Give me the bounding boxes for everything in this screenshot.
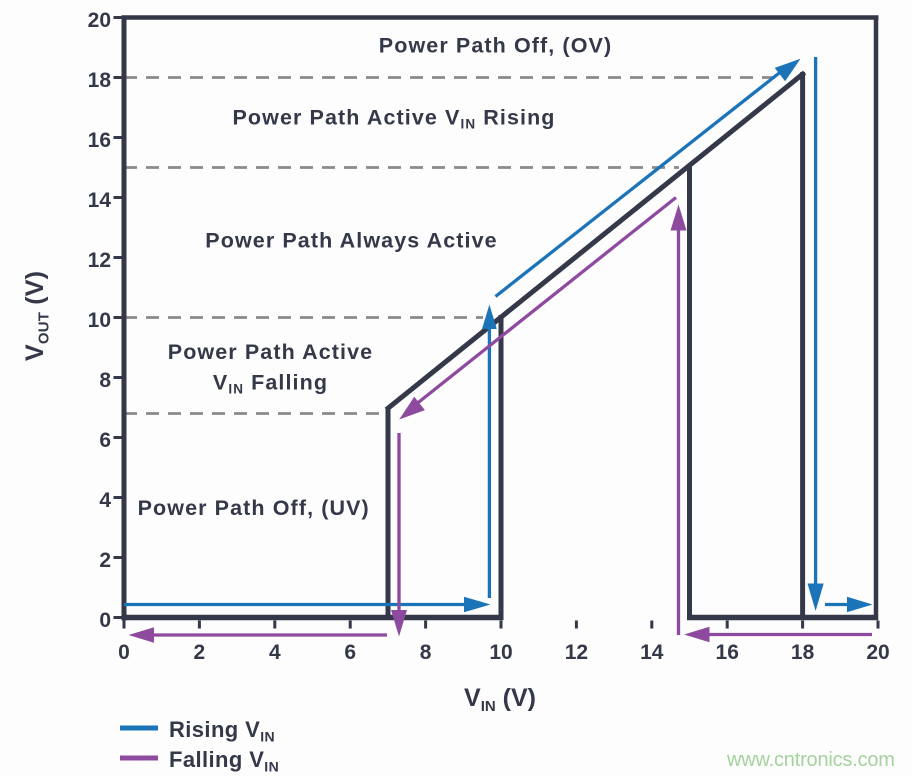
svg-text:18: 18 bbox=[88, 69, 112, 92]
svg-text:14: 14 bbox=[88, 189, 112, 212]
svg-text:2: 2 bbox=[99, 549, 111, 572]
svg-text:20: 20 bbox=[866, 641, 889, 664]
svg-text:www.cntronics.com: www.cntronics.com bbox=[726, 749, 895, 771]
svg-text:12: 12 bbox=[565, 641, 588, 664]
svg-text:Power Path Off, (OV): Power Path Off, (OV) bbox=[379, 34, 612, 58]
svg-text:12: 12 bbox=[88, 249, 111, 272]
svg-text:18: 18 bbox=[791, 641, 815, 664]
svg-text:6: 6 bbox=[344, 641, 356, 664]
svg-text:20: 20 bbox=[88, 9, 111, 32]
svg-text:Falling VIN: Falling VIN bbox=[169, 747, 279, 775]
svg-text:0: 0 bbox=[118, 641, 130, 664]
svg-text:16: 16 bbox=[716, 641, 739, 664]
svg-text:Power Path Always Active: Power Path Always Active bbox=[205, 229, 497, 253]
svg-text:VIN (V): VIN (V) bbox=[464, 684, 536, 715]
svg-text:14: 14 bbox=[640, 641, 664, 664]
svg-text:8: 8 bbox=[99, 369, 111, 392]
svg-text:2: 2 bbox=[194, 641, 206, 664]
svg-text:Power Path Active VIN Rising: Power Path Active VIN Rising bbox=[232, 106, 555, 132]
svg-text:8: 8 bbox=[420, 641, 432, 664]
svg-text:16: 16 bbox=[88, 129, 111, 152]
svg-text:4: 4 bbox=[269, 641, 281, 664]
svg-text:Power Path Off, (UV): Power Path Off, (UV) bbox=[138, 496, 370, 520]
svg-text:10: 10 bbox=[489, 641, 512, 664]
svg-text:4: 4 bbox=[99, 489, 111, 512]
svg-text:0: 0 bbox=[99, 609, 111, 632]
svg-text:Rising VIN: Rising VIN bbox=[169, 717, 275, 745]
svg-text:10: 10 bbox=[88, 309, 111, 332]
svg-text:Power Path Active: Power Path Active bbox=[168, 340, 374, 364]
svg-text:6: 6 bbox=[99, 429, 111, 452]
svg-text:VIN Falling: VIN Falling bbox=[213, 371, 328, 397]
